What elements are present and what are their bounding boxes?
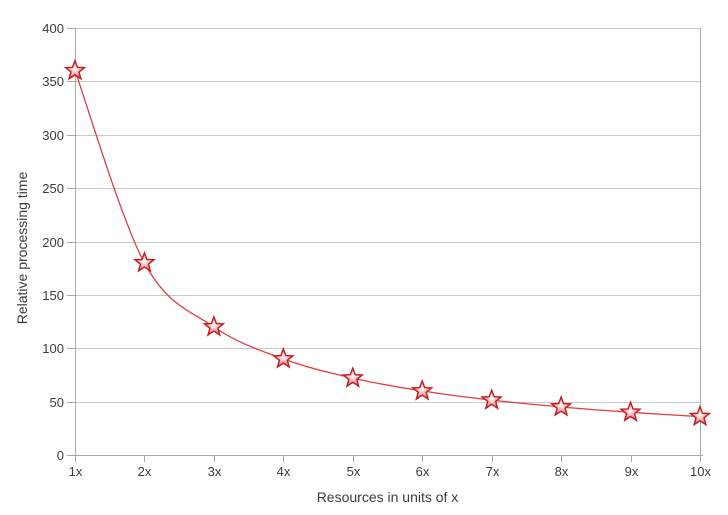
y-tick-label: 150 [42, 288, 64, 303]
data-point-star-marker [480, 388, 504, 410]
x-tick-label: 6x [416, 464, 430, 479]
x-tick-label: 10x [690, 464, 711, 479]
data-point-star-marker [549, 394, 573, 417]
y-tick-label: 250 [42, 181, 64, 196]
x-tick-label: 1x [69, 464, 83, 479]
x-axis-title: Resources in units of x [316, 489, 459, 505]
x-tick-label: 9x [625, 464, 639, 479]
x-tick-label: 7x [486, 464, 500, 479]
data-point-star-marker [202, 314, 226, 337]
x-tick-label: 4x [277, 464, 291, 479]
data-point-star-marker [63, 58, 87, 81]
y-tick-label: 0 [57, 448, 64, 463]
y-tick-label: 50 [50, 395, 64, 410]
data-point-star-marker [133, 250, 156, 273]
series-line [74, 70, 701, 418]
data-point-star-marker [341, 366, 365, 388]
data-point-star-marker [688, 404, 712, 427]
data-point-star-marker [410, 378, 434, 401]
y-tick-label: 100 [42, 341, 64, 356]
y-tick-label: 200 [42, 235, 64, 250]
y-tick-label: 400 [42, 21, 64, 36]
data-point-star-marker [271, 346, 295, 369]
y-tick-label: 300 [42, 128, 64, 143]
x-tick-label: 8x [555, 464, 569, 479]
data-point-star-marker [619, 400, 642, 423]
x-tick-label: 3x [208, 464, 222, 479]
y-axis-title: Relative processing time [14, 171, 30, 325]
x-tick-label: 5x [347, 464, 361, 479]
y-tick-label: 350 [42, 74, 64, 89]
x-tick-label: 2x [138, 464, 152, 479]
